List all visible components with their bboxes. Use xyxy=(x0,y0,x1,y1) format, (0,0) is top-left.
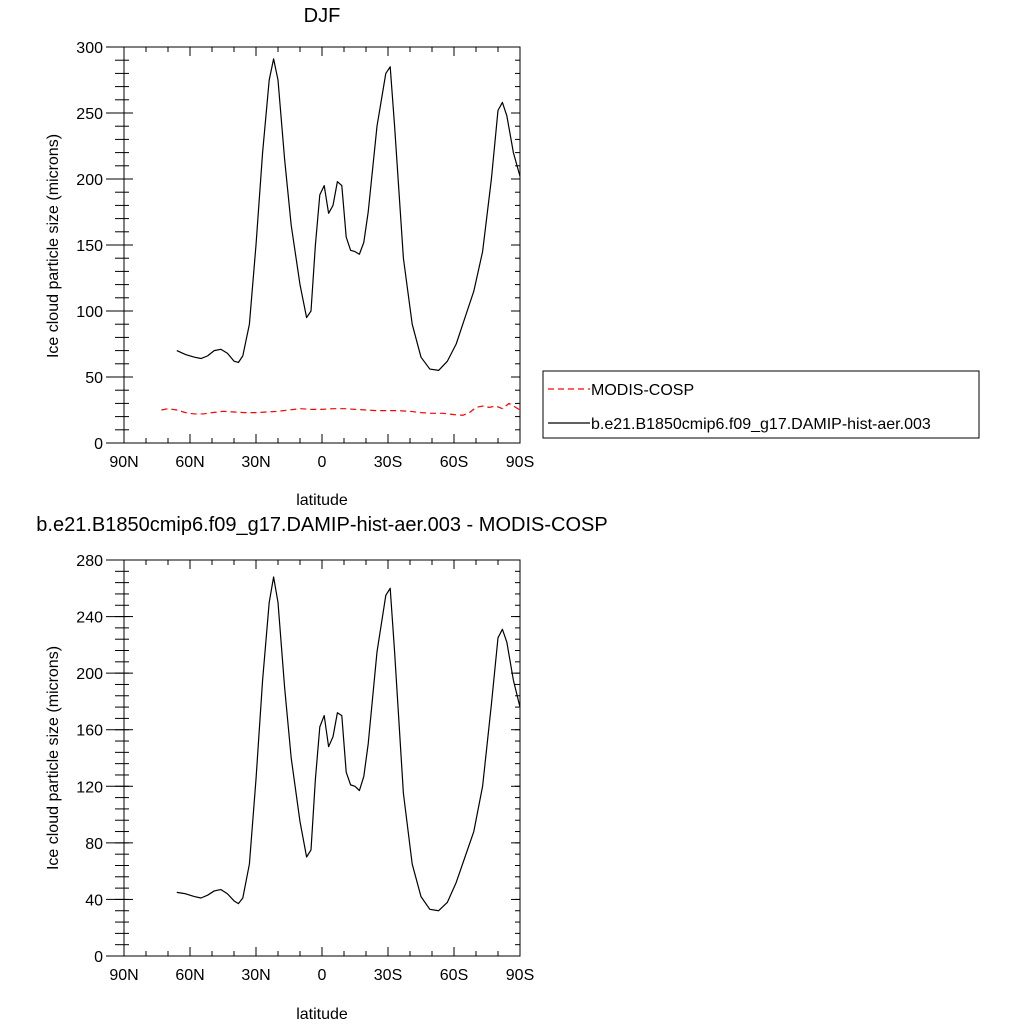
top-chart-x-axis-label: latitude xyxy=(296,492,348,509)
bottom-chart-x-tick-label: 30N xyxy=(241,967,270,984)
bottom-chart-series xyxy=(176,576,521,912)
top-chart-series-line-model xyxy=(176,58,521,371)
bottom-chart-series-line-model xyxy=(176,576,521,912)
bottom-chart-y-tick-label: 80 xyxy=(85,836,103,853)
top-chart-x-tick-label: 30N xyxy=(241,454,270,471)
bottom-chart-y-tick-label: 240 xyxy=(76,610,103,627)
bottom-chart-y-axis-label: Ice cloud particle size (microns) xyxy=(45,646,62,870)
top-chart-y-tick-label: 300 xyxy=(76,40,103,57)
bottom-chart-plot-frame xyxy=(123,559,521,957)
top-chart-ticks: 90N 60N 30N 0 30S 60S 90S 0 50 100 150 200 250 300 xyxy=(76,40,534,471)
top-chart-x-tick-label: 60S xyxy=(440,454,468,471)
bottom-chart-ticks: 90N 60N 30N 0 30S 60S 90S 0 40 80 120 160 200 240 280 xyxy=(76,553,534,984)
top-chart-y-tick-label: 150 xyxy=(76,238,103,255)
top-chart-y-axis-label: Ice cloud particle size (microns) xyxy=(45,134,62,358)
top-chart-x-tick-label: 30S xyxy=(374,454,402,471)
bottom-chart-x-tick-label: 60N xyxy=(175,967,204,984)
bottom-chart-x-tick-label: 0 xyxy=(318,967,327,984)
legend-label-model: b.e21.B1850cmip6.f09_g17.DAMIP-hist-aer.… xyxy=(591,416,931,433)
top-chart-series-line-modis-cosp xyxy=(161,402,521,416)
bottom-chart-y-tick-label: 160 xyxy=(76,723,103,740)
top-chart-title: DJF xyxy=(304,5,341,27)
legend-label-modis-cosp: MODIS-COSP xyxy=(591,382,694,399)
bottom-chart-x-tick-label: 90N xyxy=(109,967,138,984)
top-chart-y-tick-label: 50 xyxy=(85,370,103,387)
bottom-chart-y-tick-label: 40 xyxy=(85,892,103,909)
bottom-chart-y-tick-label: 200 xyxy=(76,666,103,683)
legend-box xyxy=(542,370,980,439)
legend: MODIS-COSP b.e21.B1850cmip6.f09_g17.DAMI… xyxy=(542,370,980,439)
top-chart-y-tick-label: 250 xyxy=(76,106,103,123)
bottom-chart-x-tick-label: 30S xyxy=(374,967,402,984)
bottom-chart-x-tick-label: 90S xyxy=(506,967,534,984)
top-chart-y-tick-label: 200 xyxy=(76,172,103,189)
bottom-chart-panel: b.e21.B1850cmip6.f09_g17.DAMIP-hist-aer.… xyxy=(36,514,607,1023)
top-chart-x-tick-label: 0 xyxy=(318,454,327,471)
top-chart-x-tick-label: 90S xyxy=(506,454,534,471)
bottom-chart-y-tick-label: 0 xyxy=(94,949,103,966)
bottom-chart-y-tick-label: 280 xyxy=(76,553,103,570)
top-chart-y-tick-label: 0 xyxy=(94,436,103,453)
bottom-chart-y-tick-label: 120 xyxy=(76,779,103,796)
bottom-chart-x-tick-label: 60S xyxy=(440,967,468,984)
top-chart-panel: DJF Ice cloud particle size (microns) la… xyxy=(45,5,534,509)
top-chart-y-tick-label: 100 xyxy=(76,304,103,321)
bottom-chart-title: b.e21.B1850cmip6.f09_g17.DAMIP-hist-aer.… xyxy=(36,514,607,536)
top-chart-x-tick-label: 60N xyxy=(175,454,204,471)
top-chart-series xyxy=(161,58,521,416)
top-chart-plot-frame xyxy=(123,46,521,444)
top-chart-x-tick-label: 90N xyxy=(109,454,138,471)
bottom-chart-x-axis-label: latitude xyxy=(296,1006,348,1023)
